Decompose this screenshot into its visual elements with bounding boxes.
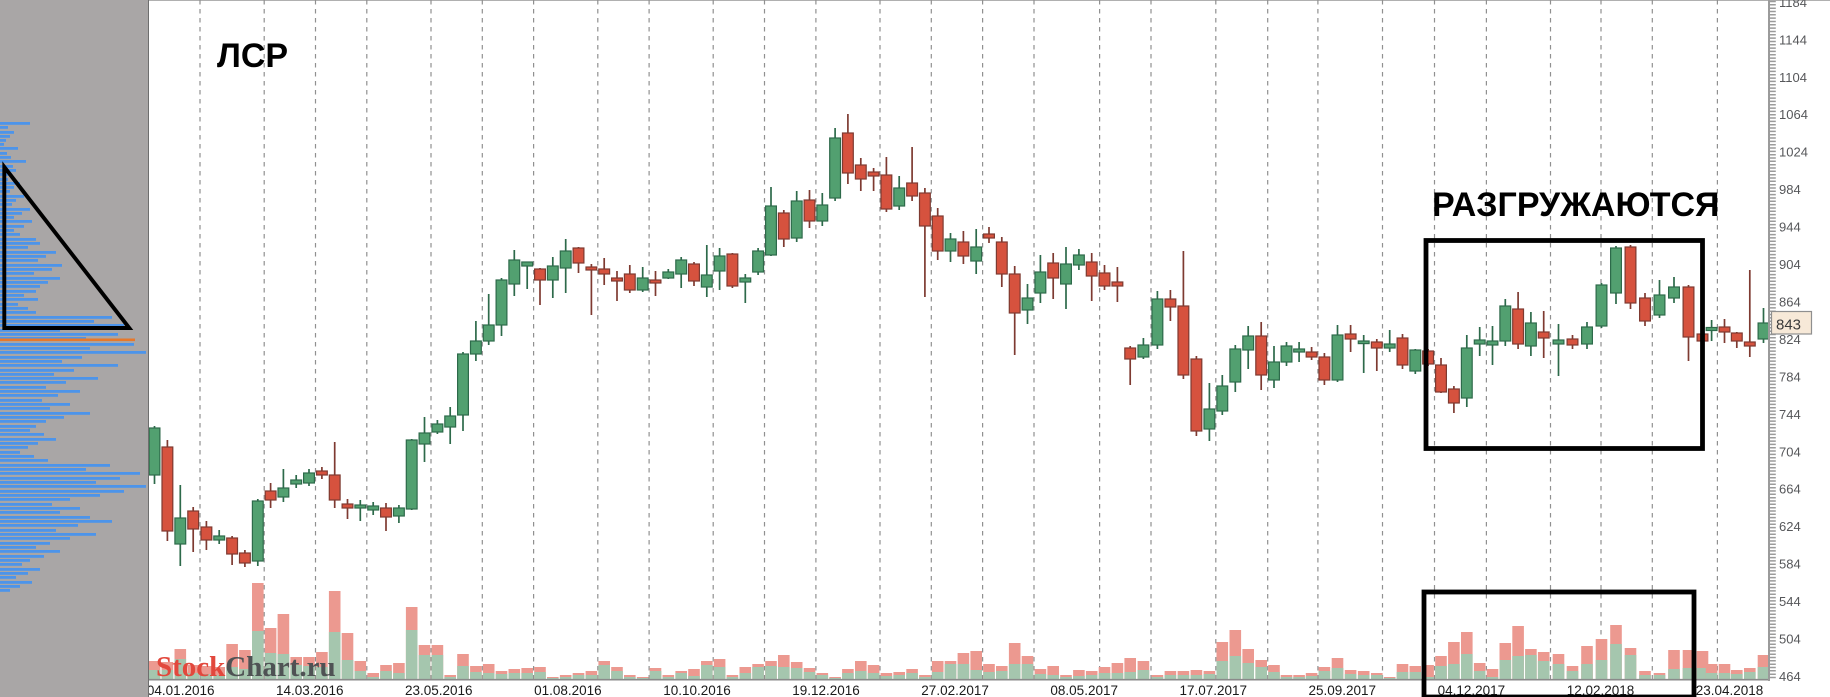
svg-text:464: 464	[1779, 669, 1801, 684]
svg-text:23.04.2018: 23.04.2018	[1696, 683, 1764, 697]
svg-text:1144: 1144	[1779, 32, 1807, 47]
svg-text:23.05.2016: 23.05.2016	[405, 683, 473, 697]
svg-text:504: 504	[1779, 632, 1801, 647]
svg-text:704: 704	[1779, 444, 1801, 459]
svg-text:584: 584	[1779, 557, 1801, 572]
svg-text:624: 624	[1779, 519, 1801, 534]
svg-text:944: 944	[1779, 220, 1801, 235]
svg-text:ЛСР: ЛСР	[217, 37, 288, 75]
svg-text:08.05.2017: 08.05.2017	[1050, 683, 1118, 697]
svg-text:04.01.2016: 04.01.2016	[147, 683, 215, 697]
svg-text:РАЗГРУЖАЮТСЯ: РАЗГРУЖАЮТСЯ	[1432, 186, 1719, 224]
svg-text:1024: 1024	[1779, 145, 1808, 160]
svg-text:01.08.2016: 01.08.2016	[534, 683, 602, 697]
svg-text:904: 904	[1779, 257, 1801, 272]
svg-text:824: 824	[1779, 332, 1801, 347]
svg-text:664: 664	[1779, 482, 1801, 497]
svg-text:744: 744	[1779, 407, 1801, 422]
svg-text:10.10.2016: 10.10.2016	[663, 683, 731, 697]
svg-text:14.03.2016: 14.03.2016	[276, 683, 344, 697]
svg-text:544: 544	[1779, 594, 1801, 609]
svg-text:784: 784	[1779, 369, 1801, 384]
svg-text:12.02.2018: 12.02.2018	[1567, 683, 1635, 697]
svg-text:27.02.2017: 27.02.2017	[921, 683, 989, 697]
svg-text:1064: 1064	[1779, 107, 1808, 122]
svg-text:StockChart.ru: StockChart.ru	[156, 651, 336, 683]
svg-text:1104: 1104	[1779, 70, 1807, 85]
svg-text:1184: 1184	[1779, 0, 1807, 10]
svg-text:864: 864	[1779, 295, 1801, 310]
svg-text:843: 843	[1776, 317, 1801, 334]
svg-text:04.12.2017: 04.12.2017	[1438, 683, 1506, 697]
svg-text:984: 984	[1779, 182, 1801, 197]
svg-text:17.07.2017: 17.07.2017	[1180, 683, 1248, 697]
svg-text:25.09.2017: 25.09.2017	[1309, 683, 1377, 697]
svg-text:19.12.2016: 19.12.2016	[792, 683, 860, 697]
